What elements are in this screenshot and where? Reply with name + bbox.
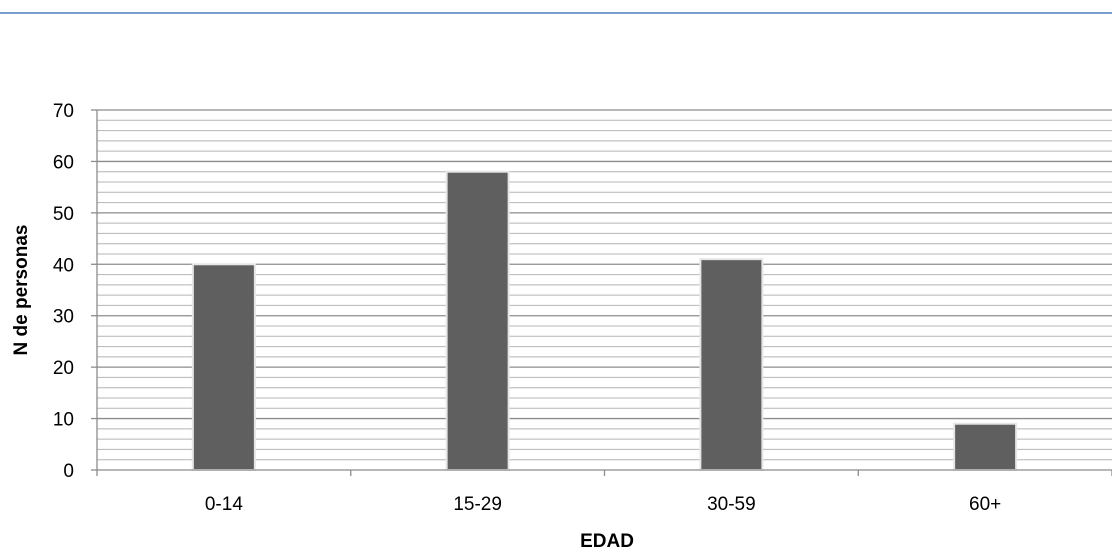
y-tick-label: 0 bbox=[63, 461, 74, 482]
y-tick-label: 10 bbox=[53, 410, 74, 431]
x-tick-label: 15-29 bbox=[453, 494, 502, 515]
y-tick-labels: 0 10 20 30 40 50 60 70 bbox=[53, 101, 74, 482]
bar-30-59 bbox=[699, 258, 764, 471]
axes bbox=[91, 109, 1112, 476]
y-axis-title: N de personas bbox=[11, 225, 32, 356]
x-tick-labels: 0-14 15-29 30-59 60+ bbox=[205, 494, 1001, 515]
y-tick-label: 50 bbox=[53, 204, 74, 225]
y-tick-label: 40 bbox=[53, 255, 74, 276]
y-tick-label: 60 bbox=[53, 152, 74, 173]
bar-0-14 bbox=[191, 263, 256, 471]
gridlines bbox=[97, 109, 1112, 461]
x-tick-label: 60+ bbox=[969, 494, 1001, 515]
x-tick-label: 0-14 bbox=[205, 494, 243, 515]
bar-60+ bbox=[953, 422, 1018, 472]
y-tick-label: 20 bbox=[53, 358, 74, 379]
y-tick-label: 70 bbox=[53, 101, 74, 122]
x-axis-title: EDAD bbox=[580, 531, 634, 552]
y-tick-label: 30 bbox=[53, 307, 74, 328]
bars bbox=[191, 170, 1018, 472]
bar-15-29 bbox=[445, 170, 510, 471]
x-tick-label: 30-59 bbox=[707, 494, 756, 515]
